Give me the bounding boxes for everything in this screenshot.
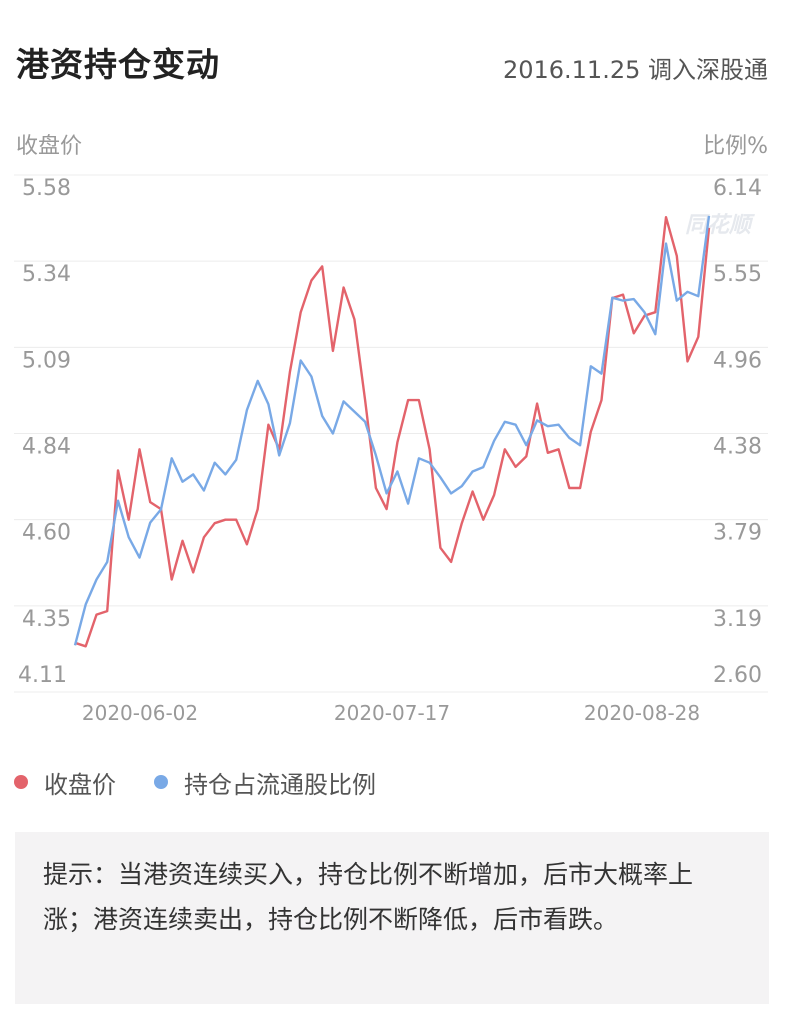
x-axis-ticks: 2020-06-02 2020-07-17 2020-08-28 <box>82 701 700 725</box>
x-tick-label: 2020-07-17 <box>334 701 450 725</box>
left-tick-label: 4.11 <box>18 663 67 688</box>
legend-label: 收盘价 <box>44 770 116 799</box>
left-tick-label: 5.34 <box>22 262 71 287</box>
chart-grid <box>14 174 768 693</box>
x-tick-label: 2020-08-28 <box>584 701 700 725</box>
holdings-line-chart[interactable]: 5.58 5.34 5.09 4.84 4.60 4.35 4.11 6.14 5.55 4.9… <box>0 160 788 740</box>
inclusion-date-label: 2016.11.25 调入深股通 <box>502 56 768 84</box>
left-tick-label: 4.60 <box>22 521 71 546</box>
x-tick-label: 2020-06-02 <box>82 701 198 725</box>
left-axis-title: 收盘价 <box>16 134 83 159</box>
chart-header: 港资持仓变动 2016.11.25 调入深股通 <box>16 36 768 86</box>
holding-ratio-line <box>73 215 711 646</box>
close-price-line <box>74 215 711 648</box>
legend-item-close-price[interactable]: 收盘价 <box>14 765 116 800</box>
right-tick-label: 4.38 <box>713 435 762 460</box>
left-axis-ticks: 5.58 5.34 5.09 4.84 4.60 4.35 4.11 <box>18 176 71 688</box>
tip-text: 提示：当港资连续买入，持仓比例不断增加，后市大概率上涨；港资连续卖出，持仓比例不… <box>43 860 694 934</box>
right-tick-label: 3.79 <box>713 521 762 546</box>
right-tick-label: 4.96 <box>713 348 762 373</box>
left-tick-label: 5.09 <box>22 348 71 373</box>
chart-legend: 收盘价 持仓占流通股比例 <box>14 762 414 802</box>
left-tick-label: 4.84 <box>22 435 71 460</box>
right-tick-label: 6.14 <box>713 176 762 201</box>
tip-box: 提示：当港资连续买入，持仓比例不断增加，后市大概率上涨；港资连续卖出，持仓比例不… <box>15 832 769 1004</box>
right-tick-label: 2.60 <box>713 663 762 688</box>
blue-dot-icon <box>154 775 168 789</box>
right-tick-label: 3.19 <box>713 607 762 632</box>
watermark-logo: 同花顺 <box>685 213 755 238</box>
left-tick-label: 4.35 <box>22 607 71 632</box>
page-title: 港资持仓变动 <box>16 45 220 84</box>
right-axis-ticks: 6.14 5.55 4.96 4.38 3.79 3.19 2.60 <box>713 176 762 688</box>
right-axis-title: 比例% <box>703 134 768 159</box>
right-tick-label: 5.55 <box>713 262 762 287</box>
legend-label: 持仓占流通股比例 <box>184 770 376 799</box>
red-dot-icon <box>14 775 28 789</box>
legend-item-holding-ratio[interactable]: 持仓占流通股比例 <box>154 765 376 800</box>
left-tick-label: 5.58 <box>22 176 71 201</box>
